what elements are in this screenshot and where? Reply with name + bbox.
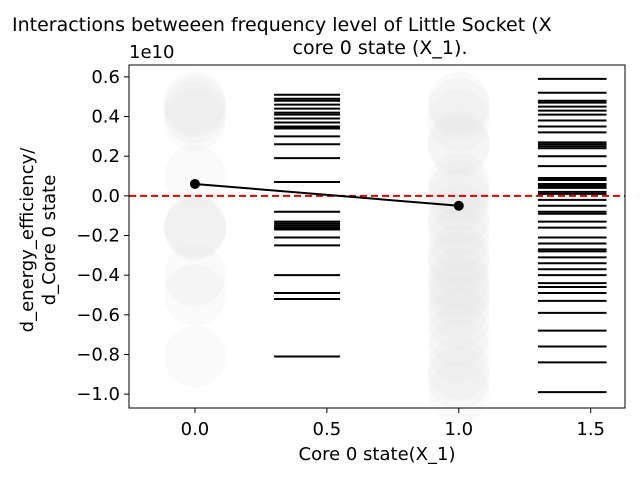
bubble-layer bbox=[163, 71, 490, 424]
bubble-point bbox=[427, 224, 490, 287]
bubble-point bbox=[427, 115, 490, 178]
bubble-point bbox=[427, 275, 490, 338]
axes-layer: 0.0 0.5 1.0 1.5 0.6 0.4 0.2 0.0 −0.2 −0.4 −0.6 −0.8… bbox=[76, 64, 626, 440]
trend-point bbox=[189, 178, 200, 189]
bubble-point bbox=[427, 337, 490, 400]
y-tick-label: 0.4 bbox=[91, 107, 120, 128]
y-axis-label: d_energy_efficiency/ d_Core 0 state bbox=[17, 147, 60, 333]
bubble-point bbox=[427, 77, 490, 140]
bubble-point bbox=[163, 194, 226, 257]
bubble-point bbox=[163, 75, 226, 138]
y-axis-label-line-1: d_energy_efficiency/ bbox=[17, 147, 38, 333]
bubble-point bbox=[163, 145, 226, 208]
bubble-point bbox=[163, 325, 226, 388]
bubble-point bbox=[163, 89, 226, 152]
bubble-point bbox=[427, 184, 490, 247]
x-tick-label: 1.5 bbox=[576, 419, 605, 440]
bubble-point bbox=[427, 319, 490, 382]
bubble-point bbox=[427, 208, 490, 271]
y-tick-label: −0.6 bbox=[76, 305, 120, 326]
y-tick-label: −0.8 bbox=[76, 344, 120, 365]
bubble-point bbox=[427, 194, 490, 257]
trend-line bbox=[194, 182, 459, 207]
bubble-point bbox=[427, 168, 490, 231]
bubble-point bbox=[427, 232, 490, 295]
y-tick-label: 0.2 bbox=[91, 146, 120, 167]
bubble-point bbox=[427, 263, 490, 326]
bubble-point bbox=[427, 287, 490, 350]
trend-point bbox=[453, 200, 464, 211]
bubble-point bbox=[427, 111, 490, 174]
rug-layer bbox=[274, 77, 607, 394]
x-tick-label: 1.0 bbox=[444, 419, 473, 440]
y-axis-label-line-2: d_Core 0 state bbox=[39, 175, 60, 306]
bubble-point bbox=[163, 81, 226, 144]
y-tick-label: −1.0 bbox=[76, 384, 120, 405]
bubble-point bbox=[163, 196, 226, 259]
y-tick-label: 0.0 bbox=[91, 186, 120, 207]
bubble-point bbox=[427, 71, 490, 134]
bubble-point bbox=[427, 256, 490, 319]
y-tick-label: 0.6 bbox=[91, 67, 120, 88]
x-axis-label: Core 0 state(X_1) bbox=[299, 444, 456, 465]
bubble-point bbox=[163, 198, 226, 261]
bubble-point bbox=[163, 263, 226, 326]
bubble-point bbox=[427, 347, 490, 410]
bubble-point bbox=[427, 152, 490, 215]
y-tick-label: −0.2 bbox=[76, 226, 120, 247]
chart-title-line-1: Interactions betweeen frequency level of… bbox=[12, 14, 552, 36]
bubble-point bbox=[427, 160, 490, 223]
x-tick-label: 0.0 bbox=[181, 419, 210, 440]
y-tick-label: −0.4 bbox=[76, 265, 120, 286]
bubble-point bbox=[427, 303, 490, 366]
chart-title: Interactions betweeen frequency level of… bbox=[12, 14, 552, 59]
x-tick-label: 0.5 bbox=[313, 419, 342, 440]
trend-line-layer bbox=[189, 178, 464, 211]
bubble-point bbox=[427, 248, 490, 311]
bubble-point bbox=[427, 361, 490, 424]
chart-title-line-2: core 0 state (X_1). bbox=[293, 37, 468, 59]
y-axis-offset-label: 1e10 bbox=[129, 42, 174, 63]
bubble-point bbox=[427, 89, 490, 152]
bubble-point bbox=[163, 244, 226, 307]
bubble-point bbox=[163, 71, 226, 134]
plot-frame bbox=[128, 64, 626, 409]
